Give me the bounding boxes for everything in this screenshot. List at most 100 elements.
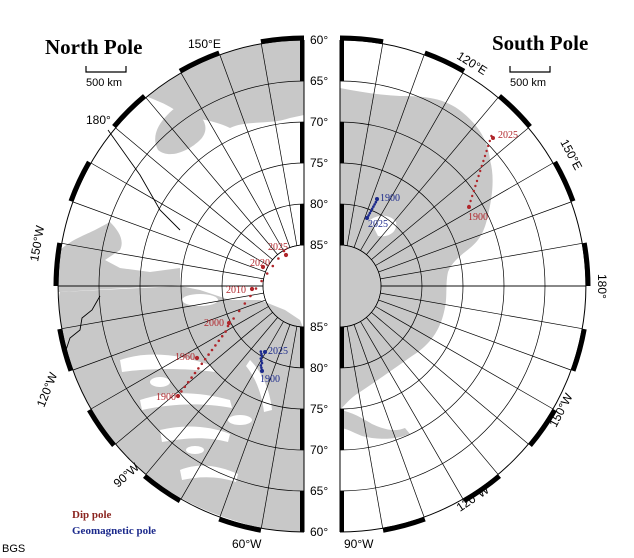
outer-band-segment <box>68 160 92 203</box>
meridian <box>353 324 425 518</box>
legend-dip-pole: Dip pole <box>72 509 112 521</box>
meridian <box>346 43 384 246</box>
international-date-line <box>107 129 181 231</box>
pole-position-dot <box>260 359 263 363</box>
meridian <box>380 292 583 330</box>
pole-position-dot <box>260 369 264 373</box>
pole-position-dot <box>259 350 263 353</box>
meridian <box>145 97 278 255</box>
meridian <box>72 201 266 273</box>
north-dip-year-2000: 2000 <box>204 318 224 329</box>
lat-scale-block <box>340 491 344 532</box>
north-scale-label: 500 km <box>86 77 122 89</box>
lat-scale-block <box>340 122 344 163</box>
meridian <box>346 326 384 529</box>
polar-circle <box>262 244 305 328</box>
pole-position-dot <box>260 361 264 365</box>
north-dip-year-2025: 2025 <box>268 242 288 253</box>
south-title: South Pole <box>492 31 588 55</box>
north-geo-year-1900: 1900 <box>260 374 280 385</box>
south-geomagnetic-pole-track <box>365 197 379 220</box>
pole-position-dot <box>369 209 373 213</box>
meridian <box>180 72 284 251</box>
pole-position-dot <box>259 364 263 367</box>
pole-position-dot <box>491 136 495 140</box>
south-dip-year-1900: 1900 <box>468 212 488 223</box>
meridian <box>219 324 291 518</box>
lat-label-bottom: 60° <box>310 525 328 539</box>
pole-position-dot <box>200 362 204 366</box>
outer-band-segment <box>260 35 305 45</box>
pole-position-dot <box>260 279 263 283</box>
outer-band-segment <box>142 474 182 503</box>
north-pole-panel: North Pole 500 km 150°E 180° 150°W 120°W… <box>27 35 305 551</box>
lat-label-top: 80° <box>310 197 328 211</box>
north-dip-year-2020: 2020 <box>250 258 270 269</box>
pole-position-dot <box>263 350 267 354</box>
outer-band-segment <box>552 160 576 203</box>
north-lon-label-180: 180° <box>86 113 111 127</box>
pole-position-dot <box>260 352 263 356</box>
pole-position-dot <box>220 334 224 338</box>
pole-position-dot <box>260 366 263 370</box>
south-lon-label-120e: 120°E <box>454 49 489 78</box>
north-dip-year-1960: 1960 <box>175 352 195 363</box>
lat-label-bottom: 85° <box>310 320 328 334</box>
pole-position-dot <box>254 287 258 290</box>
alaska-canada-border <box>65 295 101 351</box>
lat-scale-block <box>300 40 304 81</box>
south-geo-year-1900: 1900 <box>380 193 400 204</box>
lat-scale-block <box>340 204 344 245</box>
pole-position-dot <box>472 189 475 193</box>
meridian <box>371 127 529 260</box>
south-lon-label-90w: 90°W <box>344 537 374 551</box>
pole-position-dot <box>487 144 490 148</box>
meridian <box>380 242 583 280</box>
lat-label-bottom: 70° <box>310 443 328 457</box>
pole-position-dot <box>477 174 480 178</box>
north-graticule <box>58 43 305 529</box>
outer-band-segment <box>581 242 591 287</box>
south-lon-label-120w: 120°W <box>454 482 492 514</box>
outer-band-segment <box>528 408 557 448</box>
meridian <box>353 54 425 248</box>
pole-position-dot <box>259 357 263 360</box>
north-dip-year-2010: 2010 <box>226 285 246 296</box>
meridian <box>375 162 554 266</box>
pole-position-dot <box>203 357 207 361</box>
lat-label-top: 60° <box>310 33 328 47</box>
south-geo-year-2025: 2025 <box>368 219 388 230</box>
south-lon-label-150w: 150°W <box>546 390 576 429</box>
meridian <box>61 292 264 330</box>
pole-position-dot <box>479 169 482 173</box>
lat-scale-block <box>300 327 304 368</box>
north-dip-year-1900: 1900 <box>156 392 176 403</box>
pole-position-dot <box>232 317 235 320</box>
south-longitude-ticks <box>339 35 591 533</box>
meridian <box>378 299 572 371</box>
south-dip-year-2025: 2025 <box>498 130 518 141</box>
pole-position-dot <box>224 330 227 333</box>
outer-band-segment <box>339 35 384 45</box>
north-scale-bar: 500 km <box>85 66 127 89</box>
outer-band-segment <box>423 50 466 74</box>
lat-label-bottom: 65° <box>310 484 328 498</box>
pole-position-dot <box>370 207 374 211</box>
pole-position-dot <box>480 164 483 168</box>
pole-position-dot <box>194 355 200 361</box>
meridian <box>90 162 269 266</box>
north-geo-year-2025: 2025 <box>268 346 288 357</box>
meridian <box>145 317 278 475</box>
pole-position-dot <box>249 286 255 292</box>
pole-position-dot <box>186 380 190 384</box>
north-landmass <box>58 40 304 532</box>
pole-position-dot <box>207 353 210 356</box>
lat-scale-block <box>340 40 344 81</box>
pole-position-dot <box>372 205 375 208</box>
meridian <box>360 321 464 500</box>
lat-label-bottom: 80° <box>310 361 328 375</box>
outer-band-segment <box>178 50 221 74</box>
pole-position-dot <box>283 252 289 258</box>
north-lon-label-60w: 60°W <box>232 537 262 551</box>
